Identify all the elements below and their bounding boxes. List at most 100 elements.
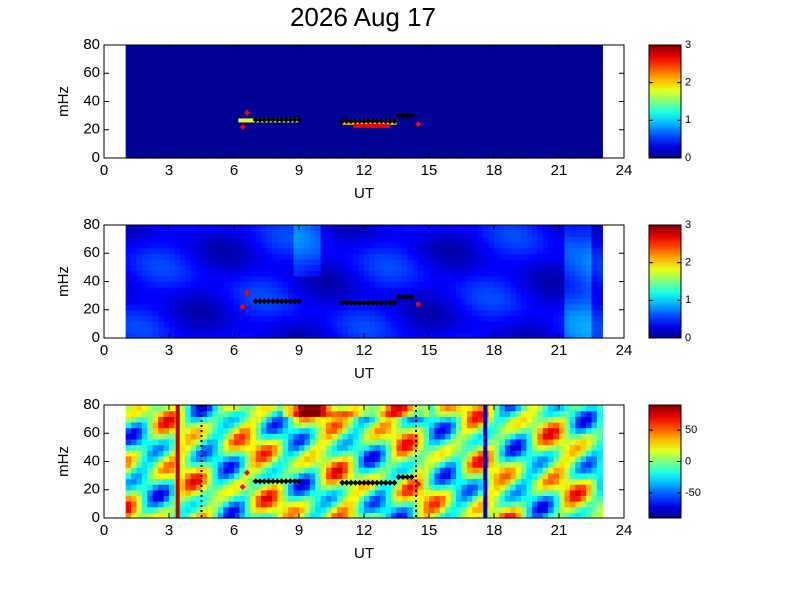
background-cell: [271, 258, 278, 266]
background-cell: [569, 270, 576, 277]
background-cell: [223, 241, 230, 249]
background-cell: [342, 512, 349, 519]
background-cell: [158, 433, 165, 440]
background-cell: [407, 287, 414, 294]
background-cell: [131, 230, 138, 237]
background-cell: [141, 427, 148, 434]
background-cell: [326, 326, 333, 333]
background-cell: [385, 410, 392, 417]
background-cell: [136, 298, 143, 305]
background-cell: [299, 247, 306, 254]
background-cell: [504, 141, 511, 148]
background-cell: [255, 405, 262, 412]
background-cell: [320, 461, 327, 468]
background-cell: [244, 315, 251, 322]
background-cell: [575, 61, 582, 69]
background-cell: [374, 230, 381, 237]
background-cell: [553, 124, 560, 131]
background-cell: [261, 241, 268, 249]
background-cell: [401, 56, 408, 63]
background-cell: [223, 427, 230, 434]
background-cell: [423, 315, 430, 322]
background-cell: [223, 45, 230, 52]
background-cell: [234, 455, 241, 463]
background-cell: [472, 298, 479, 305]
background-cell: [190, 247, 197, 254]
background-cell: [136, 275, 143, 283]
background-cell: [559, 84, 566, 91]
background-cell: [537, 315, 544, 322]
background-cell: [212, 241, 219, 249]
background-cell: [569, 264, 576, 271]
background-cell: [309, 438, 316, 446]
background-cell: [342, 495, 349, 502]
background-cell: [450, 146, 457, 153]
background-cell: [152, 107, 159, 114]
background-cell: [212, 230, 219, 237]
background-cell: [125, 315, 132, 322]
background-cell: [304, 135, 311, 142]
background-cell: [266, 146, 273, 153]
background-cell: [591, 61, 598, 69]
background-cell: [445, 438, 452, 446]
background-cell: [228, 315, 235, 322]
background-cell: [412, 298, 419, 305]
background-cell: [315, 78, 322, 86]
background-cell: [326, 236, 333, 243]
background-cell: [271, 56, 278, 63]
background-cell: [542, 101, 549, 108]
background-cell: [228, 309, 235, 316]
background-cell: [331, 247, 338, 254]
background-cell: [299, 135, 306, 142]
background-cell: [163, 489, 170, 496]
background-cell: [391, 287, 398, 294]
track-point: [296, 116, 302, 123]
background-cell: [244, 230, 251, 237]
background-cell: [196, 467, 203, 474]
background-cell: [391, 416, 398, 423]
background-cell: [347, 455, 354, 463]
background-cell: [261, 236, 268, 243]
background-cell: [526, 236, 533, 243]
background-cell: [591, 129, 598, 136]
background-cell: [179, 304, 186, 311]
background-cell: [234, 225, 241, 232]
background-cell: [580, 112, 587, 120]
background-cell: [499, 264, 506, 271]
background-cell: [206, 84, 213, 91]
background-cell: [450, 124, 457, 131]
background-cell: [407, 478, 414, 485]
background-cell: [591, 50, 598, 57]
background-cell: [212, 461, 219, 468]
background-cell: [401, 50, 408, 57]
background-cell: [320, 416, 327, 423]
background-cell: [293, 264, 300, 271]
background-cell: [201, 264, 208, 271]
background-cell: [331, 101, 338, 108]
background-cell: [266, 241, 273, 249]
y-tick-label: 80: [83, 216, 100, 233]
background-cell: [158, 90, 165, 97]
background-cell: [450, 141, 457, 148]
background-cell: [131, 253, 138, 260]
background-cell: [326, 45, 333, 52]
background-cell: [282, 236, 289, 243]
background-cell: [320, 45, 327, 52]
background-cell: [385, 275, 392, 283]
background-cell: [396, 258, 403, 266]
background-cell: [266, 225, 273, 232]
background-cell: [580, 124, 587, 131]
background-cell: [277, 90, 284, 97]
background-cell: [288, 135, 295, 142]
background-cell: [158, 118, 165, 125]
background-cell: [206, 410, 213, 417]
background-cell: [596, 253, 603, 260]
background-cell: [174, 281, 181, 288]
background-cell: [223, 478, 230, 485]
background-cell: [364, 309, 371, 316]
background-cell: [277, 472, 284, 480]
background-cell: [293, 95, 300, 103]
background-cell: [244, 84, 251, 91]
background-cell: [190, 433, 197, 440]
background-cell: [212, 253, 219, 260]
